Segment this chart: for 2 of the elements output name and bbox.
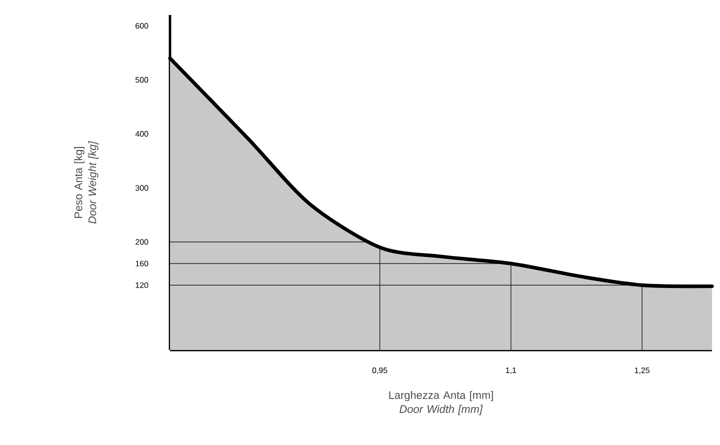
x-axis-title: Larghezza Anta [mm] Door Width [mm] [389, 390, 493, 416]
y-axis-title: Peso Anta [kg] Door Weight [kg] [74, 141, 98, 224]
